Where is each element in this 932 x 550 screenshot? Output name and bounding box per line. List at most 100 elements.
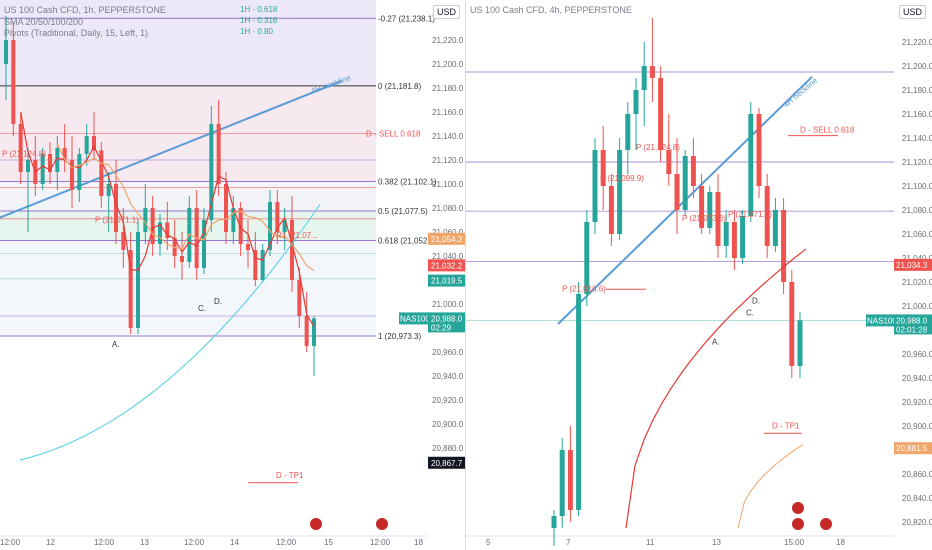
sma-orange-line: [56, 143, 315, 272]
x-tick-label: 12: [46, 538, 55, 547]
mini-fib-label: 1H - 0.80: [240, 27, 273, 36]
left-chart-panel[interactable]: 21,220.0 21,200.0 21,180.0 21,160.0 21,140.0…: [0, 0, 466, 550]
candle-body: [576, 294, 582, 510]
candle-body: [740, 216, 746, 258]
fib-label: 0.618 (21,052.9): [378, 237, 437, 246]
x-tick-label: 18: [414, 538, 423, 547]
candle-body: [551, 516, 557, 528]
candle-body: [246, 244, 250, 250]
candle-body: [128, 250, 133, 328]
candle-body: [143, 208, 148, 232]
pivot-p2-label: P (21,071.1): [95, 215, 139, 224]
y-tick-label: 20,920.0: [902, 398, 932, 407]
candle-body: [84, 136, 89, 154]
left-sma-legend[interactable]: SMA 20/50/100/200: [4, 17, 84, 27]
y-tick-label: 20,960.0: [432, 348, 464, 357]
candle-body: [92, 136, 96, 151]
candle-body: [633, 90, 639, 114]
candle-body: [202, 220, 206, 268]
candle-body: [715, 192, 721, 246]
x-tick-label: 13: [712, 538, 721, 547]
x-tick-label: 12:00: [370, 538, 391, 547]
price-badge-text: 21,054.3: [431, 235, 463, 244]
right-currency-button[interactable]: USD: [899, 5, 927, 19]
candle-body: [26, 160, 30, 172]
y-tick-label: 21,200.0: [432, 60, 464, 69]
fib-zone-top: [0, 0, 376, 86]
y-tick-label: 20,820.0: [902, 518, 932, 527]
left-currency-button[interactable]: USD: [433, 5, 461, 19]
countdown-text: 02:29: [431, 323, 452, 332]
candle-body: [114, 184, 118, 232]
candle-body: [260, 250, 265, 280]
sma-red-line: [625, 248, 807, 529]
x-tick-label: 12:00: [0, 538, 21, 547]
point-d-label: D.: [752, 297, 760, 306]
candle-body: [674, 174, 680, 210]
right-chart-svg[interactable]: 21,220.0 21,200.0 21,180.0 21,160.0 21,140.0…: [466, 0, 932, 550]
y-tick-label: 21,160.0: [432, 108, 464, 117]
y-tick-label: 21,180.0: [902, 86, 932, 95]
neckline-label: 4H neckline: [782, 75, 820, 109]
candle-body: [268, 202, 272, 250]
x-tick-label: 12:00: [94, 538, 115, 547]
tp-label: D - TP1: [772, 421, 800, 430]
x-tick-label: 15:00: [784, 538, 805, 547]
y-tick-label: 20,920.0: [432, 396, 464, 405]
y-tick-label: 21,220.0: [432, 36, 464, 45]
y-tick-label: 20,940.0: [432, 372, 464, 381]
fib-label: -0.27 (21,238.1): [378, 14, 435, 23]
y-tick-label: 21,140.0: [902, 134, 932, 143]
candle-body: [4, 40, 8, 64]
x-tick-label: 5: [486, 538, 491, 547]
candle-body: [625, 114, 631, 150]
candle-body: [731, 222, 737, 258]
y-tick-label: 21,080.0: [902, 206, 932, 215]
fib-label: 0.5 (21,077.5): [378, 207, 428, 216]
left-chart-svg[interactable]: 21,220.0 21,200.0 21,180.0 21,160.0 21,140.0…: [0, 0, 466, 550]
y-tick-label: 21,060.0: [902, 230, 932, 239]
point-a-label: A.: [112, 340, 120, 349]
price-badge-text: 21,019.5: [431, 277, 463, 286]
candle-body: [748, 114, 754, 216]
candle-body: [290, 220, 294, 280]
left-pivots-legend[interactable]: Pivots (Traditional, Daily, 15, Left, 1): [4, 28, 149, 38]
candle-body: [40, 154, 45, 184]
candle-body: [216, 124, 221, 184]
pivot-p3-label: P (21,073.3): [682, 214, 726, 223]
current-price-text: 20,988.0: [896, 316, 928, 325]
y-tick-label: 21,140.0: [432, 132, 464, 141]
fib-label: 0 (21,181.8): [378, 82, 421, 91]
y-tick-label: 21,120.0: [432, 156, 464, 165]
us-flag-icon: [310, 518, 322, 530]
x-tick-label: 11: [646, 538, 655, 547]
right-chart-panel[interactable]: 21,220.0 21,200.0 21,180.0 21,160.0 21,140.0…: [466, 0, 932, 550]
pivot-small-label: R1 (21,07...: [276, 231, 318, 240]
y-tick-label: 21,100.0: [902, 182, 932, 191]
candle-body: [48, 154, 52, 172]
price-badge-current: [428, 312, 465, 333]
symbol-badge: [866, 314, 894, 327]
candle-body: [559, 450, 565, 516]
candle-body: [641, 66, 647, 90]
candle-body: [165, 222, 170, 238]
candle-body: [99, 150, 104, 196]
candle-body: [77, 154, 82, 190]
candle-body: [136, 232, 140, 328]
candle-body: [158, 222, 162, 244]
candle-body: [121, 232, 126, 250]
candle-body: [789, 282, 795, 366]
candle-body: [275, 202, 280, 232]
y-tick-label: 21,000.0: [902, 302, 932, 311]
candle-body: [253, 250, 258, 280]
candle-body: [18, 124, 23, 172]
left-chart-title: US 100 Cash CFD, 1h, PEPPERSTONE: [4, 5, 166, 15]
symbol-badge-text: NAS100: [400, 314, 430, 323]
mini-fib-label: 1H - 0.316: [240, 16, 278, 25]
candle-body: [106, 184, 111, 196]
y-tick-label: 21,200.0: [902, 62, 932, 71]
point-d-label: D.: [214, 297, 222, 306]
sma-orange-line: [737, 444, 804, 529]
candle-body: [658, 78, 664, 150]
price-badge-text: 20,881.5: [896, 444, 928, 453]
